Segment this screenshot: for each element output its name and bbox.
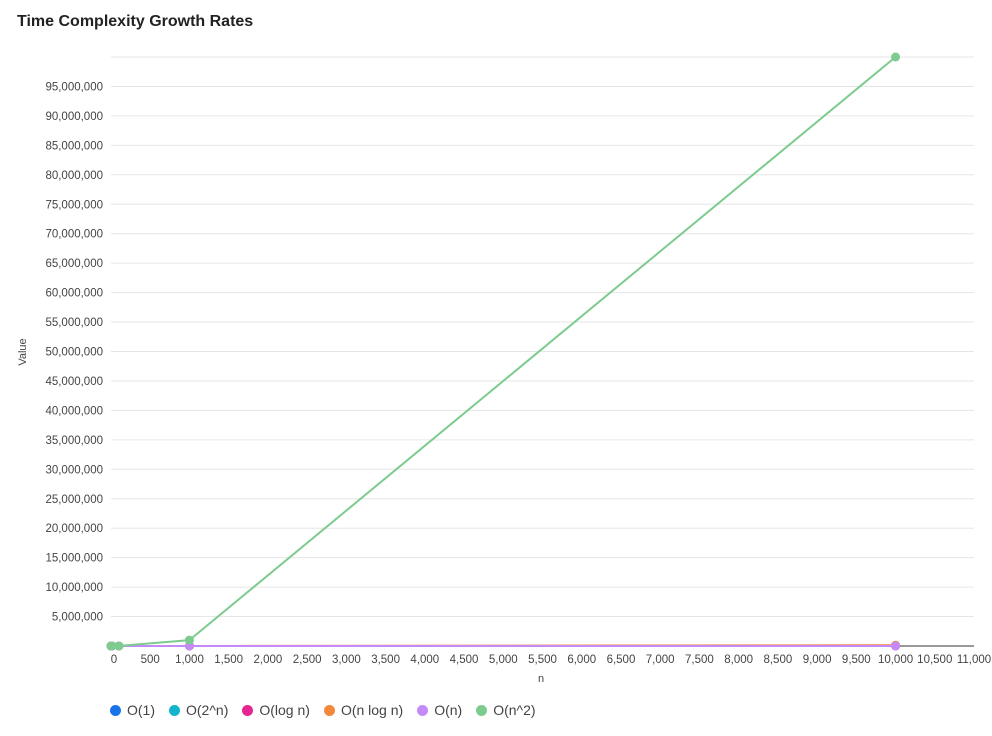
legend-dot-icon	[169, 704, 180, 716]
y-tick-label: 25,000,000	[45, 494, 103, 506]
x-tick-label: 1,000	[175, 654, 204, 666]
y-tick-label: 90,000,000	[45, 111, 103, 123]
data-point	[891, 641, 901, 651]
legend-dot-icon	[242, 704, 254, 716]
x-tick-label: 10,500	[917, 654, 952, 666]
series-layer	[106, 52, 901, 651]
y-tick-label: 55,000,000	[45, 317, 103, 329]
legend-label: O(n log n)	[340, 702, 404, 718]
x-tick-label: 1,500	[214, 654, 243, 666]
y-tick-label: 70,000,000	[45, 229, 103, 241]
y-tick-label: 50,000,000	[45, 347, 103, 359]
x-tick-label: 6,000	[567, 654, 596, 666]
legend-dot-icon	[110, 704, 121, 716]
y-tick-label: 40,000,000	[45, 405, 103, 417]
legend-item[interactable]: O(n log n)	[323, 702, 404, 718]
y-tick-label: 35,000,000	[45, 435, 103, 447]
legend-dot-icon	[476, 704, 488, 716]
y-tick-label: 80,000,000	[45, 170, 103, 182]
x-tick-label: 6,500	[607, 654, 636, 666]
data-point	[891, 52, 901, 62]
legend-label: O(2^n)	[186, 702, 229, 718]
x-tick-label: 3,000	[332, 654, 361, 666]
data-point	[107, 641, 117, 651]
legend-item[interactable]: O(n^2)	[476, 702, 536, 718]
y-tick-label: 10,000,000	[45, 582, 103, 594]
x-tick-label: 3,500	[371, 654, 400, 666]
y-tick-label: 95,000,000	[45, 81, 103, 93]
data-point	[184, 635, 194, 645]
x-tick-label: 4,000	[410, 654, 439, 666]
x-tick-label: 500	[141, 654, 160, 666]
legend-item[interactable]: O(2^n)	[169, 702, 228, 718]
x-tick-label: 5,000	[489, 654, 518, 666]
y-axis-label: Value	[17, 338, 29, 365]
y-tick-label: 60,000,000	[45, 288, 103, 300]
axis-layer: 5,000,000 10,000,000 15,000,000 20,000,000 2…	[45, 81, 991, 666]
legend-label: O(n)	[434, 702, 463, 718]
legend-label: O(n^2)	[493, 702, 536, 718]
legend-label: O(log n)	[259, 702, 310, 718]
chart-title: Time Complexity Growth Rates	[17, 13, 254, 30]
y-tick-label: 20,000,000	[45, 523, 103, 535]
x-tick-label: 11,000	[957, 654, 991, 666]
legend-label: O(1)	[127, 702, 155, 718]
x-tick-label: 2,000	[254, 654, 283, 666]
legend-item[interactable]: O(1)	[110, 702, 155, 718]
x-tick-label: 0	[111, 654, 117, 666]
x-tick-label: 5,500	[528, 654, 557, 666]
legend-dot-icon	[323, 704, 335, 716]
legend-dot-icon	[417, 704, 429, 716]
legend: O(1) O(2^n) O(log n) O(n log n) O(n) O(n^2)	[110, 702, 536, 718]
x-axis-label: n	[538, 673, 544, 685]
grid-layer	[111, 56, 974, 618]
y-tick-label: 65,000,000	[45, 258, 103, 270]
x-tick-label: 8,500	[763, 654, 792, 666]
y-tick-label: 30,000,000	[45, 464, 103, 476]
y-tick-label: 15,000,000	[45, 553, 103, 565]
x-tick-label: 10,000	[878, 654, 913, 666]
x-tick-label: 9,000	[803, 654, 832, 666]
x-tick-label: 4,500	[450, 654, 479, 666]
x-tick-label: 9,500	[842, 654, 871, 666]
x-tick-label: 2,500	[293, 654, 322, 666]
y-tick-label: 85,000,000	[45, 140, 103, 152]
y-tick-label: 75,000,000	[45, 199, 103, 211]
x-tick-label: 8,000	[724, 654, 753, 666]
legend-item[interactable]: O(log n)	[242, 702, 310, 718]
data-point	[114, 641, 124, 651]
x-tick-label: 7,500	[685, 654, 714, 666]
y-tick-label: 45,000,000	[45, 376, 103, 388]
x-tick-label: 7,000	[646, 654, 675, 666]
y-tick-label: 5,000,000	[52, 612, 103, 624]
legend-item[interactable]: O(n)	[417, 702, 462, 718]
